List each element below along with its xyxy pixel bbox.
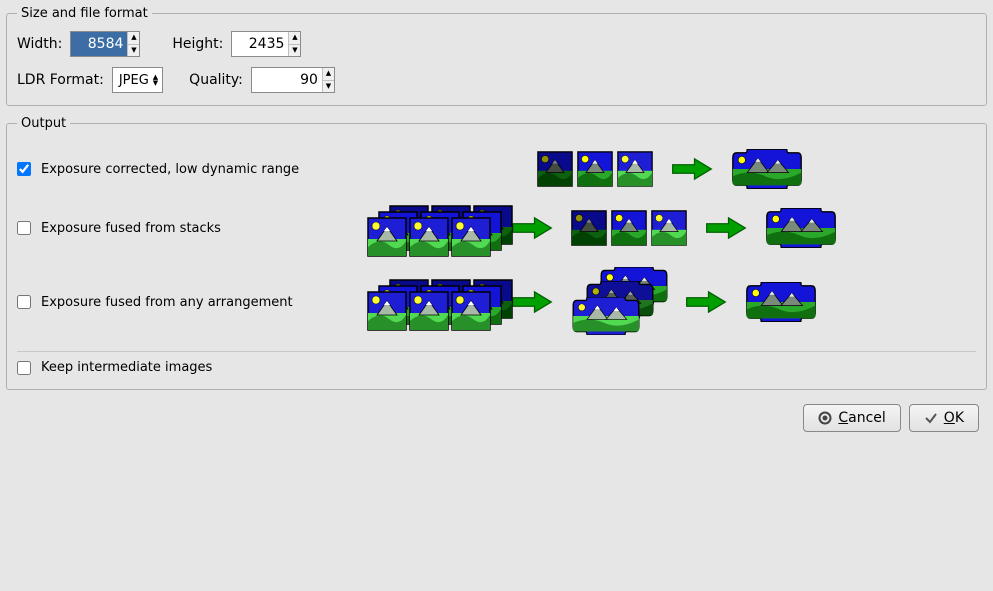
panorama-icon bbox=[745, 282, 817, 322]
spin-up-icon[interactable]: ▲ bbox=[289, 32, 300, 45]
spin-down-icon[interactable]: ▼ bbox=[289, 45, 300, 57]
separator bbox=[17, 351, 976, 352]
quality-label: Quality: bbox=[189, 72, 243, 88]
thumb-dark-icon bbox=[571, 210, 607, 246]
width-label: Width: bbox=[17, 36, 62, 52]
opt2-graphics bbox=[367, 205, 837, 251]
height-spinner[interactable]: ▲ ▼ bbox=[288, 32, 300, 56]
ok-check-icon bbox=[924, 411, 938, 425]
opt1-checkbox[interactable] bbox=[17, 162, 31, 176]
width-input[interactable] bbox=[71, 32, 127, 56]
spin-down-icon[interactable]: ▼ bbox=[128, 45, 139, 57]
arrow-icon bbox=[705, 214, 747, 242]
width-spinner[interactable]: ▲ ▼ bbox=[127, 32, 139, 56]
height-label: Height: bbox=[172, 36, 223, 52]
arrow-icon bbox=[511, 214, 553, 242]
thumb-mid-icon bbox=[577, 151, 613, 187]
size-format-legend: Size and file format bbox=[17, 6, 152, 21]
combo-updown-icon: ▲▼ bbox=[153, 74, 158, 86]
size-format-group: Size and file format Width: ▲ ▼ Height: … bbox=[6, 6, 987, 106]
arrow-icon bbox=[685, 288, 727, 316]
height-input[interactable] bbox=[232, 32, 288, 56]
spin-up-icon[interactable]: ▲ bbox=[128, 32, 139, 45]
keep-intermediate-row: Keep intermediate images bbox=[17, 358, 976, 377]
stacked-panorama-icon bbox=[571, 267, 667, 337]
opt2-label: Exposure fused from stacks bbox=[41, 221, 221, 236]
width-spinbox[interactable]: ▲ ▼ bbox=[70, 31, 140, 57]
ldr-format-value: JPEG bbox=[119, 73, 149, 88]
stack-icon bbox=[451, 205, 507, 251]
opt3-checkbox[interactable] bbox=[17, 295, 31, 309]
thumb-light-icon bbox=[651, 210, 687, 246]
thumb-dark-icon bbox=[537, 151, 573, 187]
output-option-1: Exposure corrected, low dynamic range bbox=[17, 141, 976, 197]
cancel-mnemonic: C bbox=[838, 410, 848, 426]
output-group: Output Exposure corrected, low dynamic r… bbox=[6, 116, 987, 390]
cancel-icon bbox=[818, 411, 832, 425]
spin-down-icon[interactable]: ▼ bbox=[323, 81, 334, 93]
opt2-checkbox[interactable] bbox=[17, 221, 31, 235]
output-option-3: Exposure fused from any arrangement bbox=[17, 259, 976, 345]
ok-button[interactable]: OK bbox=[909, 404, 979, 432]
ldr-format-combo[interactable]: JPEG ▲▼ bbox=[112, 67, 163, 93]
output-option-2: Exposure fused from stacks bbox=[17, 197, 976, 259]
thumb-light-icon bbox=[617, 151, 653, 187]
keep-intermediate-checkbox[interactable] bbox=[17, 361, 31, 375]
cancel-button[interactable]: Cancel bbox=[803, 404, 900, 432]
ldr-format-label: LDR Format: bbox=[17, 72, 104, 88]
output-legend: Output bbox=[17, 116, 70, 131]
opt3-label: Exposure fused from any arrangement bbox=[41, 295, 293, 310]
quality-input[interactable] bbox=[252, 68, 322, 92]
ok-mnemonic: O bbox=[944, 410, 955, 426]
quality-spinner[interactable]: ▲ ▼ bbox=[322, 68, 334, 92]
opt1-label: Exposure corrected, low dynamic range bbox=[41, 162, 299, 177]
spin-up-icon[interactable]: ▲ bbox=[323, 68, 334, 81]
panorama-icon bbox=[765, 208, 837, 248]
opt3-graphics bbox=[367, 267, 817, 337]
panorama-icon bbox=[731, 149, 803, 189]
ok-label-rest: K bbox=[955, 410, 964, 426]
arrow-icon bbox=[671, 155, 713, 183]
arrow-icon bbox=[511, 288, 553, 316]
height-spinbox[interactable]: ▲ ▼ bbox=[231, 31, 301, 57]
keep-intermediate-label: Keep intermediate images bbox=[41, 360, 212, 375]
quality-spinbox[interactable]: ▲ ▼ bbox=[251, 67, 335, 93]
cancel-label-rest: ancel bbox=[848, 410, 886, 426]
thumb-mid-icon bbox=[611, 210, 647, 246]
opt1-graphics bbox=[537, 149, 803, 189]
button-bar: Cancel OK bbox=[6, 400, 987, 432]
stack-icon bbox=[451, 279, 507, 325]
